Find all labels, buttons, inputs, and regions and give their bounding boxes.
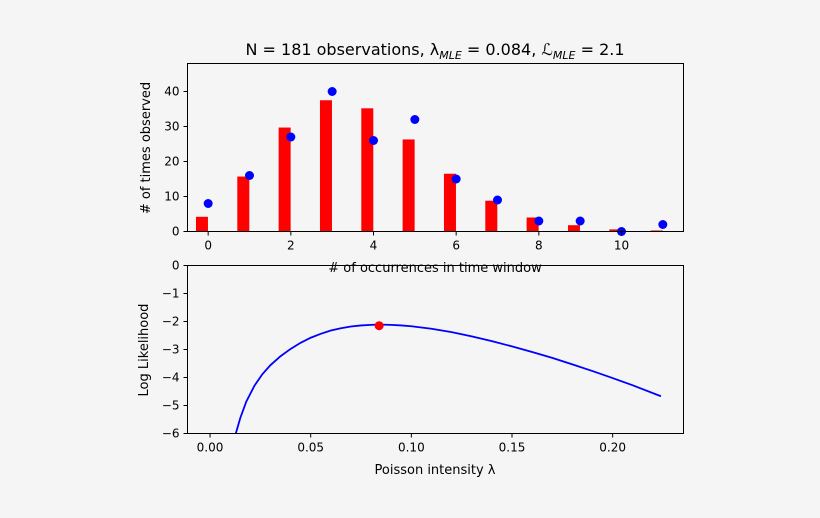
top-y-axis-label: # of times observed xyxy=(139,82,154,214)
y-tick-label: 0 xyxy=(172,259,180,273)
histogram-bar xyxy=(567,225,580,232)
y-tick-label: 30 xyxy=(164,120,179,134)
title-end: = 2.1 xyxy=(575,40,624,59)
bottom-x-axis-label: Poisson intensity λ xyxy=(375,463,496,478)
x-tick-label: 0.05 xyxy=(297,441,324,455)
bottom-y-axis-label: Log Likelihood xyxy=(137,304,152,397)
x-tick-label: 0 xyxy=(204,239,212,253)
x-tick-label: 0.15 xyxy=(499,441,526,455)
likelihood-chart: 0.00 0.05 0.10 0.15 0.20 0 −1 −2 −3 −4 −5 −6 Poiss… xyxy=(137,259,684,478)
y-tick-label: −5 xyxy=(162,399,180,413)
bottom-plot-frame xyxy=(187,265,684,434)
observed-point xyxy=(327,87,337,96)
histogram-bar xyxy=(650,230,663,232)
observed-point xyxy=(658,220,668,229)
y-tick-label: −6 xyxy=(162,427,180,441)
x-tick-label: 8 xyxy=(535,239,543,253)
histogram-bar xyxy=(319,100,332,232)
observed-point xyxy=(575,216,585,226)
histogram-bar xyxy=(278,127,291,232)
mle-point xyxy=(374,321,384,331)
y-tick-label: 0 xyxy=(172,225,180,239)
y-tick-label: −4 xyxy=(162,371,180,385)
observed-point xyxy=(451,174,461,184)
observed-point xyxy=(534,216,544,226)
y-tick-label: 40 xyxy=(164,85,179,99)
bottom-y-axis-ticks: 0 −1 −2 −3 −4 −5 −6 xyxy=(162,259,188,441)
observed-point xyxy=(369,136,378,145)
observed-point xyxy=(286,132,296,142)
histogram-bar xyxy=(237,176,250,232)
y-tick-label: −3 xyxy=(162,343,180,357)
histogram-chart: N = 181 observations, λMLE = 0.084, ℒMLE… xyxy=(139,40,684,276)
x-tick-label: 0.10 xyxy=(398,441,425,455)
y-tick-label: −2 xyxy=(162,315,180,329)
chart-title: N = 181 observations, λMLE = 0.084, ℒMLE… xyxy=(245,40,624,62)
observed-point xyxy=(203,199,213,208)
observed-point xyxy=(410,115,420,124)
top-x-axis-ticks: 0 2 4 6 8 10 xyxy=(204,231,629,253)
histogram-bar xyxy=(609,229,622,232)
y-tick-label: 20 xyxy=(164,155,179,169)
bottom-x-axis-ticks: 0.00 0.05 0.10 0.15 0.20 xyxy=(197,433,626,455)
log-likelihood-line xyxy=(234,323,662,434)
x-tick-label: 0.20 xyxy=(599,441,626,455)
y-tick-label: 10 xyxy=(164,190,179,204)
scatter-series xyxy=(203,87,668,236)
histogram-bar xyxy=(402,139,415,232)
x-tick-label: 0.00 xyxy=(197,441,224,455)
histogram-bar xyxy=(485,200,498,232)
x-tick-label: 10 xyxy=(614,239,629,253)
top-plot-frame xyxy=(187,63,684,232)
top-y-axis-ticks: 0 10 20 30 40 xyxy=(164,85,188,239)
title-subscript-mle-2: MLE xyxy=(553,49,576,62)
observed-point xyxy=(493,195,502,205)
histogram-bar xyxy=(195,216,208,232)
histogram-bar xyxy=(361,108,374,232)
bar-series xyxy=(195,100,663,232)
x-tick-label: 6 xyxy=(452,239,460,253)
y-tick-label: −1 xyxy=(162,287,180,301)
observed-point xyxy=(245,171,254,180)
x-tick-label: 4 xyxy=(370,239,378,253)
title-subscript-mle: MLE xyxy=(439,49,462,62)
histogram-bar xyxy=(443,173,456,232)
top-x-axis-label: # of occurrences in time window xyxy=(328,261,542,276)
x-tick-label: 2 xyxy=(287,239,295,253)
title-middle: = 0.084, ℒ xyxy=(462,40,553,59)
